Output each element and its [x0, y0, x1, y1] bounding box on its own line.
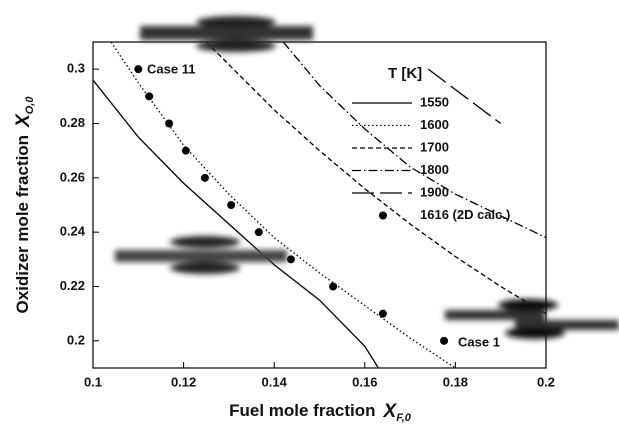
legend-marker — [379, 211, 387, 220]
data-point — [165, 119, 174, 128]
data-point — [378, 309, 387, 318]
plot-area — [93, 42, 546, 368]
y-axis-symbol: X — [13, 113, 34, 128]
curve — [427, 68, 502, 125]
legend-label: 1700 — [420, 139, 449, 154]
x-tick-label: 0.18 — [443, 374, 468, 389]
y-tick-label: 0.22 — [60, 278, 85, 293]
annotation: Case 11 — [147, 61, 195, 76]
plot-frame — [92, 41, 547, 369]
data-point — [145, 92, 154, 101]
y-tick-label: 0.2 — [67, 332, 85, 347]
legend-title: T [K] — [388, 65, 422, 82]
x-tick-label: 0.16 — [352, 374, 377, 389]
curve — [93, 79, 379, 368]
curve — [205, 42, 546, 315]
y-tick-label: 0.26 — [60, 169, 85, 184]
flame-inset — [115, 16, 619, 339]
data-point — [286, 255, 295, 264]
x-tick-label: 0.1 — [84, 374, 102, 389]
data-point — [200, 173, 209, 182]
legend-label: 1800 — [420, 162, 449, 177]
data-point — [134, 65, 143, 74]
x-tick-label: 0.14 — [262, 374, 288, 389]
x-tick-label: 0.2 — [537, 374, 555, 389]
y-axis-label-text: Oxidizer mole fraction — [13, 135, 32, 314]
x-axis-subscript: F,0 — [396, 412, 412, 424]
legend-label: 1550 — [420, 94, 449, 109]
x-axis-label-text: Fuel mole fraction — [229, 401, 375, 420]
data-point — [329, 282, 338, 291]
annotation: Case 1 — [458, 334, 500, 349]
data-point — [181, 146, 190, 155]
y-axis-label: Oxidizer mole fraction XO,0 — [13, 96, 36, 314]
y-axis-subscript: O,0 — [24, 96, 36, 115]
x-axis-symbol: X — [383, 401, 398, 422]
curve — [110, 42, 456, 368]
x-axis-label: Fuel mole fraction XF,0 — [229, 401, 412, 424]
data-point — [254, 228, 263, 237]
y-tick-label: 0.3 — [67, 61, 85, 76]
x-tick-label: 0.12 — [171, 374, 196, 389]
data-point — [227, 201, 236, 209]
data-point — [440, 336, 449, 345]
legend-label: 1616 (2D calc.) — [420, 207, 510, 222]
legend-label: 1900 — [420, 184, 449, 199]
y-tick-label: 0.28 — [60, 115, 85, 130]
legend-label: 1600 — [420, 117, 449, 132]
curve — [282, 42, 546, 239]
y-tick-label: 0.24 — [60, 224, 86, 239]
